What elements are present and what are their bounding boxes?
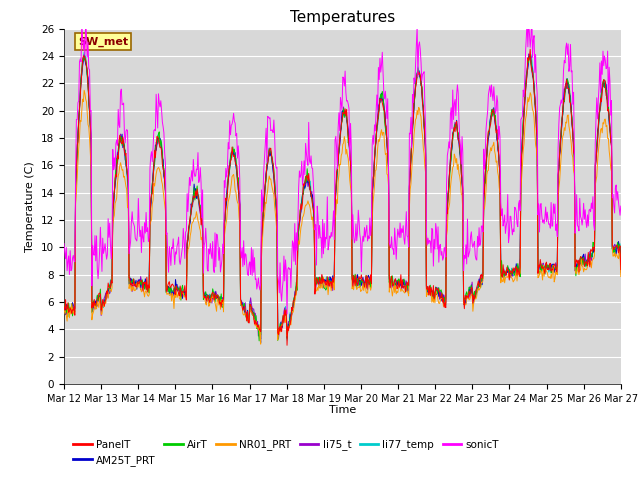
Title: Temperatures: Temperatures — [290, 10, 395, 25]
Legend: PanelT, AM25T_PRT, AirT, NR01_PRT, li75_t, li77_temp, sonicT: PanelT, AM25T_PRT, AirT, NR01_PRT, li75_… — [69, 435, 503, 470]
Y-axis label: Temperature (C): Temperature (C) — [26, 161, 35, 252]
X-axis label: Time: Time — [329, 405, 356, 415]
Text: SW_met: SW_met — [78, 37, 128, 47]
